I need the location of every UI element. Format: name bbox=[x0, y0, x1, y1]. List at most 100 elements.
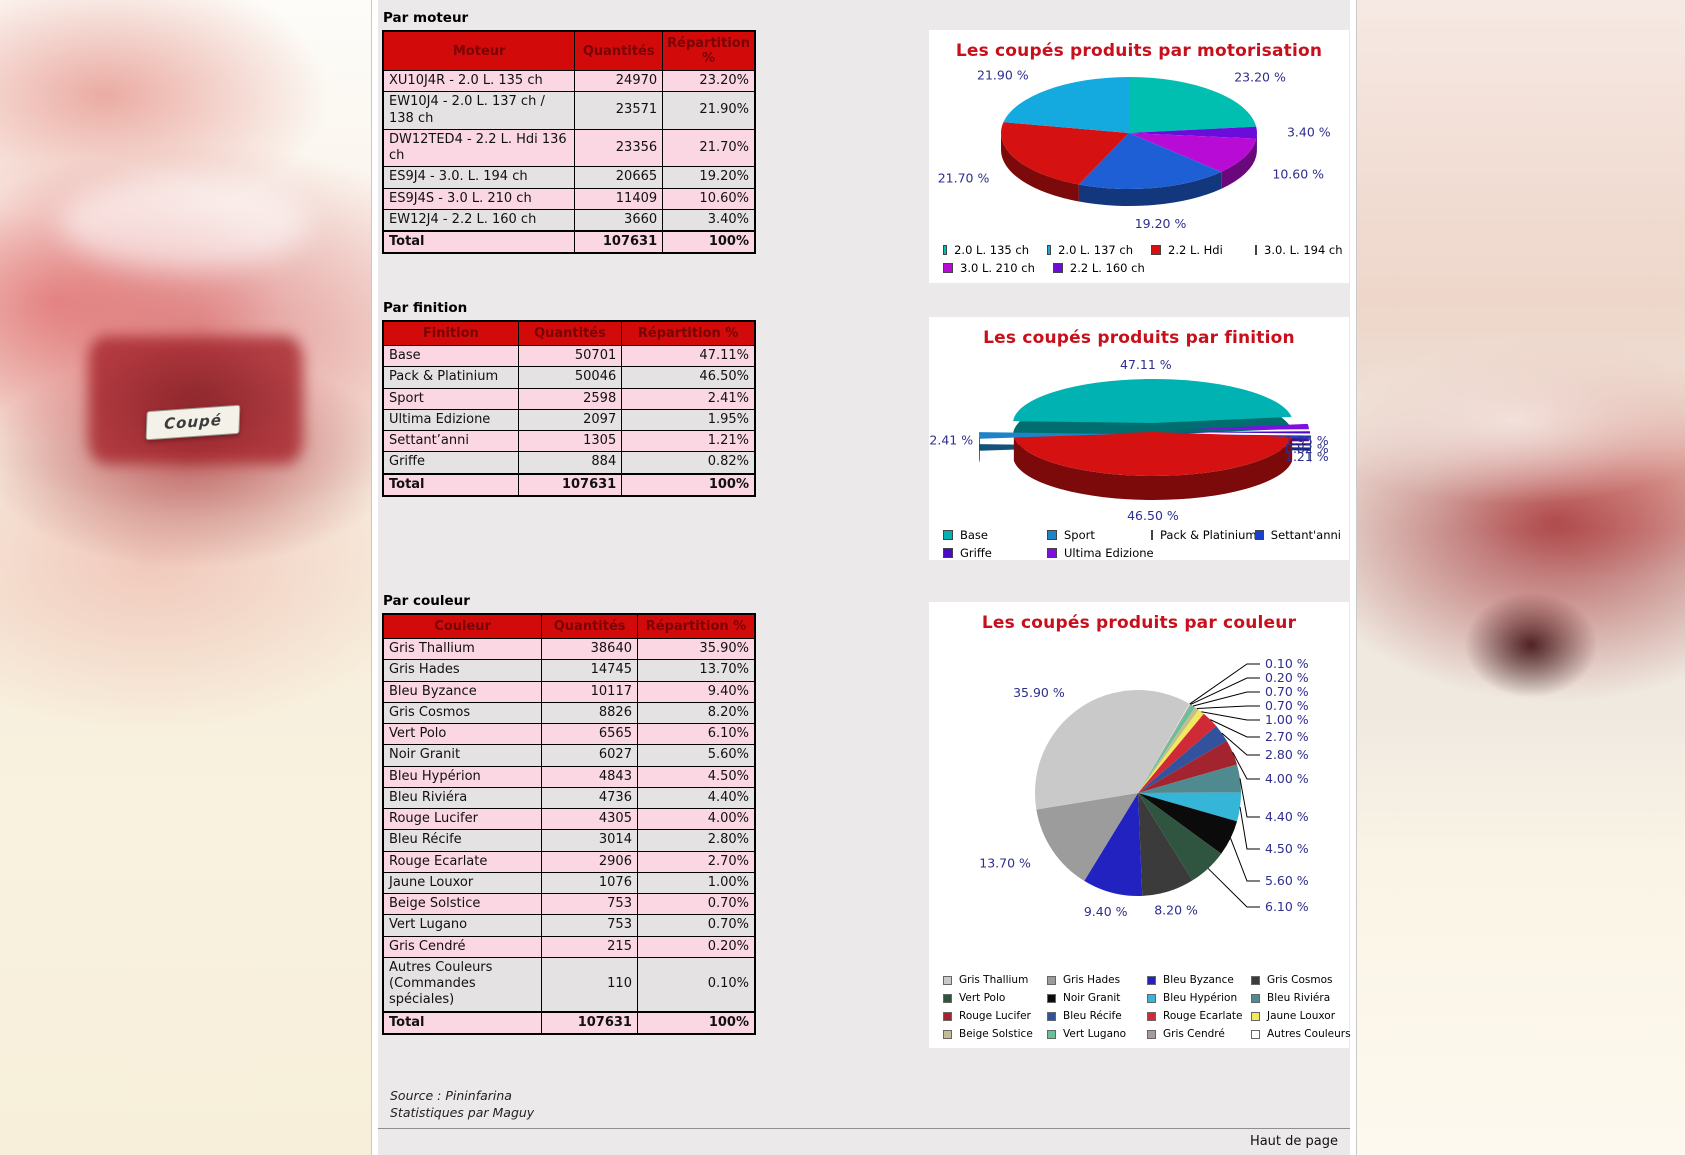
legend-swatch bbox=[943, 1029, 952, 1039]
legend-swatch bbox=[1251, 975, 1260, 985]
pie-slice bbox=[1036, 793, 1138, 881]
legend-item: Noir Granit bbox=[1047, 992, 1147, 1004]
couleur-pie-chart: 0.10 %0.20 %0.70 %0.70 %1.00 %2.70 %2.80… bbox=[979, 656, 1309, 919]
pie-slice bbox=[1138, 703, 1191, 793]
legend-label: 2.0 L. 137 ch bbox=[1058, 243, 1133, 257]
legend-swatch bbox=[1151, 245, 1161, 255]
moteur-table: Moteur Quantités Répartition % XU10J4R -… bbox=[382, 30, 756, 255]
legend-item: Beige Solstice bbox=[943, 1028, 1047, 1040]
cell-name: Vert Polo bbox=[382, 722, 543, 746]
cell-quantity: 6027 bbox=[541, 744, 638, 767]
source-line: Statistiques par Maguy bbox=[390, 1104, 535, 1120]
pie-percent-label: 0.20 % bbox=[1265, 670, 1309, 685]
source-credits: Source : Pininfarina Statistiques par Ma… bbox=[390, 1088, 534, 1122]
legend-item: 3.0. L. 194 ch bbox=[1255, 243, 1343, 257]
legend-row: Gris Thallium Gris Hades Bleu Byzance Gris … bbox=[943, 974, 1341, 986]
table-row: Noir Granit 6027 5.60% bbox=[382, 744, 756, 767]
legend-label: Rouge Lucifer bbox=[959, 1010, 1031, 1022]
source-line: Source : Pininfarina bbox=[390, 1088, 512, 1103]
cell-quantity: 110 bbox=[541, 956, 638, 1013]
motorisation-legend: 2.0 L. 135 ch 2.0 L. 137 ch 2.2 L. Hdi 3.0.… bbox=[929, 239, 1349, 283]
leader-line bbox=[1210, 719, 1260, 738]
legend-swatch bbox=[1047, 530, 1057, 540]
cell-name: Noir Granit bbox=[382, 744, 543, 767]
leader-line bbox=[1239, 807, 1260, 850]
cell-name: ES9J4 - 3.0. L. 194 ch bbox=[382, 166, 576, 189]
pie-percent-label: 2.70 % bbox=[1265, 729, 1309, 744]
table-row: Gris Hades 14745 13.70% bbox=[382, 659, 756, 682]
legend-label: Gris Thallium bbox=[959, 974, 1029, 986]
cell-percent: 2.41% bbox=[621, 387, 756, 410]
legend-item: 3.0 L. 210 ch bbox=[943, 261, 1035, 275]
total-label: Total bbox=[382, 229, 576, 254]
total-percent: 100% bbox=[636, 1010, 756, 1035]
pie-percent-label: 23.20 % bbox=[1234, 69, 1286, 84]
legend-row: 3.0 L. 210 ch 2.2 L. 160 ch bbox=[943, 261, 1341, 275]
cell-name: Base bbox=[382, 344, 519, 368]
cell-name: Ultima Edizione bbox=[382, 408, 519, 432]
table-row: Vert Lugano 753 0.70% bbox=[382, 914, 756, 937]
cell-name: Beige Solstice bbox=[382, 892, 543, 916]
table-row: Gris Cendré 215 0.20% bbox=[382, 935, 756, 958]
cell-name: Rouge Lucifer bbox=[382, 807, 543, 831]
table-row: Settant’anni 1305 1.21% bbox=[382, 429, 756, 453]
cell-quantity: 753 bbox=[541, 892, 638, 916]
table-row: Gris Thallium 38640 35.90% bbox=[382, 637, 756, 661]
pie-slice bbox=[1013, 379, 1292, 423]
column-header: Finition bbox=[382, 320, 519, 346]
table-row: EW10J4 - 2.0 L. 137 ch / 138 ch 23571 21.9… bbox=[382, 91, 756, 130]
cell-quantity: 20665 bbox=[574, 166, 664, 189]
legend-label: 2.2 L. Hdi bbox=[1168, 243, 1223, 257]
legend-swatch bbox=[1147, 1029, 1156, 1039]
legend-swatch bbox=[1251, 993, 1260, 1003]
chart-panel-finition: Les coupés produits par finition 47.11 %… bbox=[929, 317, 1349, 560]
table-row: Rouge Ecarlate 2906 2.70% bbox=[382, 850, 756, 873]
column-header: Couleur bbox=[382, 613, 543, 639]
pie-slice bbox=[1001, 122, 1129, 185]
legend-label: Bleu Récife bbox=[1063, 1010, 1122, 1022]
pie-slice bbox=[1003, 77, 1129, 133]
cell-percent: 4.50% bbox=[636, 765, 756, 788]
table-total-row: Total 107631 100% bbox=[382, 1010, 756, 1035]
couleur-legend: Gris Thallium Gris Hades Bleu Byzance Gris … bbox=[929, 968, 1351, 1048]
legend-item: 2.2 L. 160 ch bbox=[1052, 261, 1145, 275]
pie-slice bbox=[1170, 431, 1310, 434]
legend-swatch bbox=[1147, 975, 1156, 985]
leader-line bbox=[1190, 677, 1260, 705]
legend-item: 2.0 L. 135 ch bbox=[943, 243, 1029, 257]
coupe-license-plate: Coupé bbox=[145, 404, 241, 441]
legend-swatch bbox=[943, 548, 953, 558]
chart-title: Les coupés produits par finition bbox=[983, 328, 1295, 348]
pie-slice bbox=[1129, 126, 1257, 139]
top-of-page-link[interactable]: Haut de page bbox=[1249, 1134, 1338, 1149]
legend-row: Griffe Ultima Edizione bbox=[943, 546, 1341, 560]
legend-swatch bbox=[1047, 1011, 1056, 1021]
legend-label: Pack & Platinium bbox=[1160, 528, 1257, 542]
legend-swatch bbox=[1047, 245, 1052, 255]
cell-percent: 46.50% bbox=[621, 366, 756, 389]
table-header-row: Moteur Quantités Répartition % bbox=[382, 30, 756, 71]
column-header: Répartition % bbox=[662, 30, 756, 71]
table-total-row: Total 107631 100% bbox=[382, 472, 756, 497]
leader-line bbox=[1192, 691, 1260, 707]
legend-swatch bbox=[1147, 1011, 1156, 1021]
pie-slice bbox=[1138, 713, 1217, 793]
pie-slice bbox=[1138, 792, 1241, 822]
cell-percent: 9.40% bbox=[636, 680, 756, 703]
table-row: Gris Cosmos 8826 8.20% bbox=[382, 701, 756, 725]
cell-percent: 6.10% bbox=[636, 722, 756, 746]
pie-slice-side bbox=[1310, 435, 1311, 463]
table-row: XU10J4R - 2.0 L. 135 ch 24970 23.20% bbox=[382, 69, 756, 93]
table-row: Bleu Byzance 10117 9.40% bbox=[382, 680, 756, 703]
column-header: Répartition % bbox=[636, 613, 756, 639]
cell-quantity: 8826 bbox=[541, 701, 638, 725]
chart-panel-couleur: Les coupés produits par couleur 0.10 % 0.… bbox=[929, 602, 1351, 1048]
total-quantity: 107631 bbox=[574, 229, 664, 254]
table-total-row: Total 107631 100% bbox=[382, 229, 756, 254]
section-par-moteur: Par moteur Moteur Quantités Répartition … bbox=[382, 10, 758, 255]
legend-item: Bleu Récife bbox=[1047, 1010, 1147, 1022]
legend-label: Ultima Edizione bbox=[1064, 546, 1154, 560]
cell-name: Bleu Récife bbox=[382, 829, 543, 852]
legend-item: Vert Polo bbox=[943, 992, 1047, 1004]
